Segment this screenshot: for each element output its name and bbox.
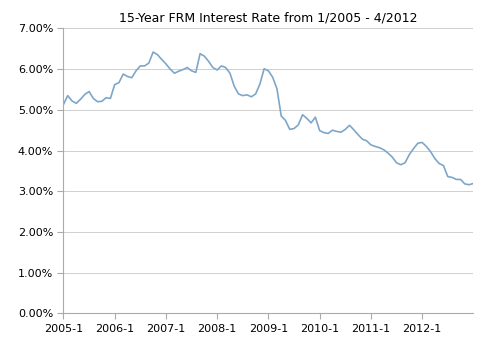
Title: 15-Year FRM Interest Rate from 1/2005 - 4/2012: 15-Year FRM Interest Rate from 1/2005 - … xyxy=(119,11,418,25)
